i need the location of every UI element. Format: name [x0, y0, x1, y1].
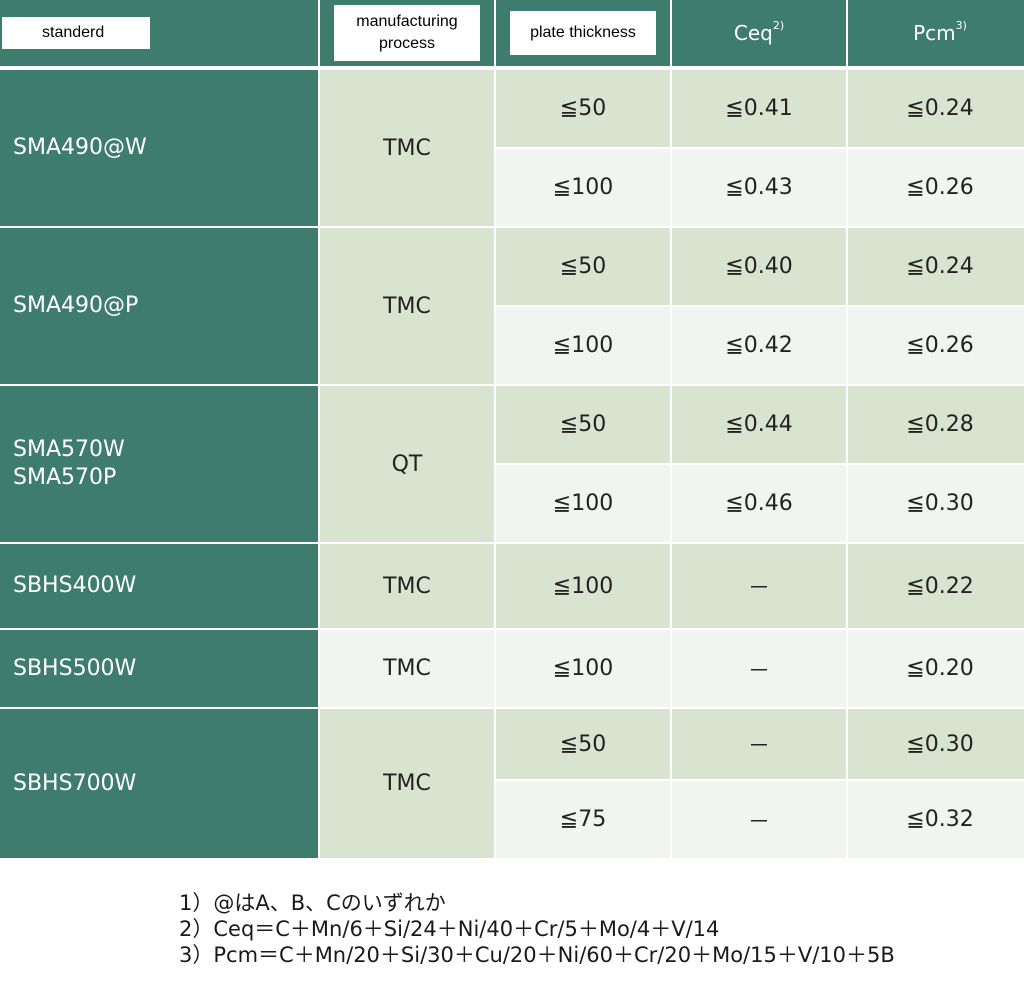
footnote-1: 1）@はA、B、Cのいずれか	[179, 891, 446, 915]
pcm-cell: ≦0.22	[848, 544, 1024, 630]
ceq-cell: ≦0.43	[672, 149, 846, 228]
standard-cell: SMA490@W	[0, 70, 318, 228]
standard-cell: SBHS500W	[0, 630, 318, 709]
pcm-cell: ≦0.32	[848, 781, 1024, 860]
ceq-cell: ≦0.41	[672, 70, 846, 149]
standard-cell: SMA490@P	[0, 228, 318, 386]
pcm-cell: ≦0.30	[848, 709, 1024, 781]
thickness-cell: ≦100	[496, 544, 670, 630]
standard-cell: SBHS700W	[0, 709, 318, 860]
header-thickness-cell: plate thickness	[496, 0, 670, 70]
thickness-cell: ≦100	[496, 630, 670, 709]
thickness-cell: ≦50	[496, 228, 670, 307]
process-cell: TMC	[320, 544, 494, 630]
pcm-cell: ≦0.20	[848, 630, 1024, 709]
header-ceq-cell: Ceq2)	[672, 0, 846, 70]
process-cell: QT	[320, 386, 494, 544]
standard-cell: SMA570W SMA570P	[0, 386, 318, 544]
header-standard-cell: standerd	[0, 0, 318, 70]
thickness-cell: ≦50	[496, 70, 670, 149]
ceq-cell: －	[672, 544, 846, 630]
ceq-cell: ≦0.42	[672, 307, 846, 386]
ceq-cell: －	[672, 709, 846, 781]
pcm-cell: ≦0.26	[848, 149, 1024, 228]
thickness-cell: ≦50	[496, 386, 670, 465]
standard-cell: SBHS400W	[0, 544, 318, 630]
thickness-cell: ≦50	[496, 709, 670, 781]
process-cell: TMC	[320, 228, 494, 386]
pcm-cell: ≦0.28	[848, 386, 1024, 465]
ceq-cell: ≦0.40	[672, 228, 846, 307]
pcm-cell: ≦0.30	[848, 465, 1024, 544]
header-ceq: Ceq2)	[733, 19, 785, 45]
steel-spec-table: standerd manufacturing process plate thi…	[0, 0, 1024, 860]
thickness-cell: ≦100	[496, 465, 670, 544]
header-process: manufacturing process	[334, 5, 480, 61]
ceq-cell: －	[672, 630, 846, 709]
header-thickness: plate thickness	[510, 11, 656, 55]
thickness-cell: ≦100	[496, 307, 670, 386]
header-standard: standerd	[2, 17, 150, 49]
process-cell: TMC	[320, 70, 494, 228]
footnotes: 1）@はA、B、Cのいずれか 2）Ceq＝C＋Mn/6＋Si/24＋Ni/40＋…	[179, 890, 895, 968]
pcm-cell: ≦0.26	[848, 307, 1024, 386]
ceq-cell: －	[672, 781, 846, 860]
header-pcm-cell: Pcm3)	[848, 0, 1024, 70]
process-cell: TMC	[320, 709, 494, 860]
thickness-cell: ≦100	[496, 149, 670, 228]
ceq-cell: ≦0.44	[672, 386, 846, 465]
pcm-cell: ≦0.24	[848, 70, 1024, 149]
header-process-cell: manufacturing process	[320, 0, 494, 70]
footnote-2: 2）Ceq＝C＋Mn/6＋Si/24＋Ni/40＋Cr/5＋Mo/4＋V/14	[179, 917, 720, 941]
pcm-cell: ≦0.24	[848, 228, 1024, 307]
thickness-cell: ≦75	[496, 781, 670, 860]
footnote-3: 3）Pcm＝C＋Mn/20＋Si/30＋Cu/20＋Ni/60＋Cr/20＋Mo…	[179, 943, 895, 967]
process-cell: TMC	[320, 630, 494, 709]
header-pcm: Pcm3)	[913, 19, 967, 45]
ceq-cell: ≦0.46	[672, 465, 846, 544]
